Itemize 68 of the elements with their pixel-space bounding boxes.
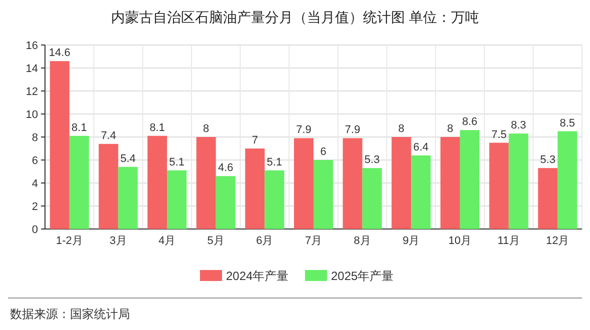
data-label: 7.9 xyxy=(344,124,360,136)
data-label: 5.3 xyxy=(540,154,556,166)
x-tick-label: 9月 xyxy=(402,235,420,247)
bar xyxy=(558,131,578,229)
y-tick-label: 10 xyxy=(26,108,38,121)
legend-label: 2025年产量 xyxy=(331,269,394,284)
x-tick-label: 3月 xyxy=(110,235,127,247)
bar xyxy=(294,138,314,229)
data-label: 8.1 xyxy=(150,122,165,134)
data-label: 5.1 xyxy=(266,156,282,168)
x-tick-label: 7月 xyxy=(304,235,322,247)
bar xyxy=(148,136,168,229)
bar xyxy=(50,61,70,229)
x-tick-label: 1-2月 xyxy=(56,235,83,247)
data-label: 8.6 xyxy=(462,116,478,128)
y-tick-label: 0 xyxy=(32,224,38,236)
bar xyxy=(118,166,138,229)
bar xyxy=(98,144,118,229)
x-tick-label: 4月 xyxy=(158,235,176,247)
y-tick-label: 14 xyxy=(26,62,38,75)
bar xyxy=(342,138,362,229)
bar xyxy=(216,176,236,229)
bar xyxy=(538,168,558,229)
bar xyxy=(489,142,509,229)
bar xyxy=(460,130,480,229)
y-tick-label: 6 xyxy=(32,154,38,167)
data-label: 8.5 xyxy=(560,117,576,130)
y-tick-label: 16 xyxy=(26,40,38,52)
data-label: 7 xyxy=(252,134,258,146)
bar xyxy=(69,136,89,229)
data-label: 8 xyxy=(398,123,404,135)
data-label: 4.6 xyxy=(218,162,234,174)
bar xyxy=(196,137,216,229)
y-tick-label: 12 xyxy=(26,86,38,98)
bar xyxy=(167,170,187,229)
data-label: 8.3 xyxy=(510,120,526,132)
data-label: 7.5 xyxy=(491,128,507,141)
legend-label: 2024年产量 xyxy=(226,269,289,284)
data-label: 5.3 xyxy=(364,154,380,166)
data-label: 7.9 xyxy=(296,124,312,136)
bar xyxy=(440,137,460,229)
data-label: 7.4 xyxy=(100,130,116,142)
y-tick-label: 8 xyxy=(32,132,38,144)
data-label: 8 xyxy=(203,123,210,135)
source-note: 数据来源：国家统计局 xyxy=(10,307,130,321)
bar xyxy=(411,155,431,229)
x-tick-label: 10月 xyxy=(448,235,472,247)
data-label: 6 xyxy=(320,146,326,158)
bar xyxy=(264,170,284,229)
bar xyxy=(362,168,382,229)
y-tick-label: 4 xyxy=(32,178,38,190)
data-label: 5.4 xyxy=(120,152,136,165)
x-tick-label: 11月 xyxy=(498,235,520,247)
data-label: 6.4 xyxy=(413,141,429,154)
bar xyxy=(508,134,528,229)
bar xyxy=(392,137,412,229)
data-label: 8 xyxy=(447,123,454,135)
x-tick-label: 5月 xyxy=(207,235,224,247)
data-label: 8.1 xyxy=(72,122,87,134)
data-label: 5.1 xyxy=(169,156,184,168)
x-tick-label: 8月 xyxy=(354,235,371,247)
y-tick-label: 2 xyxy=(32,200,38,213)
data-label: 14.6 xyxy=(48,47,70,60)
bar xyxy=(314,160,334,229)
x-tick-label: 6月 xyxy=(256,235,274,247)
x-tick-label: 12月 xyxy=(546,235,570,247)
bar xyxy=(245,148,265,229)
chart-title: 内蒙古自治区石脑油产量分月（当月值）统计图 单位：万吨 xyxy=(111,9,479,25)
